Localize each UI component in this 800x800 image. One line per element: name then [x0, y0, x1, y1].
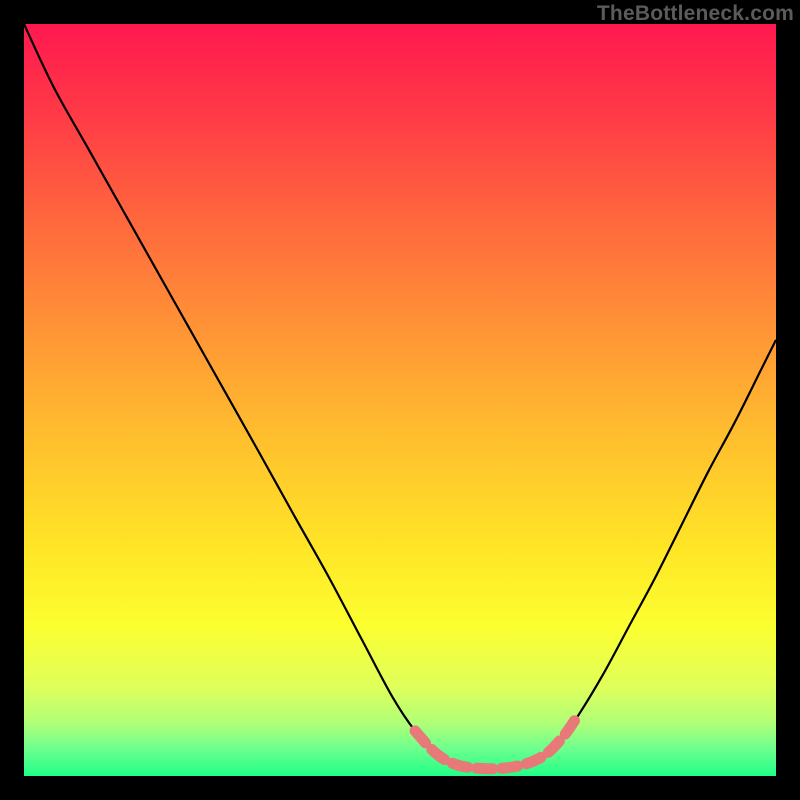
- plot-area: [24, 24, 776, 776]
- watermark-text: TheBottleneck.com: [597, 2, 794, 26]
- chart-svg: [24, 24, 776, 776]
- chart-frame: TheBottleneck.com: [0, 0, 800, 800]
- gradient-background: [24, 24, 776, 776]
